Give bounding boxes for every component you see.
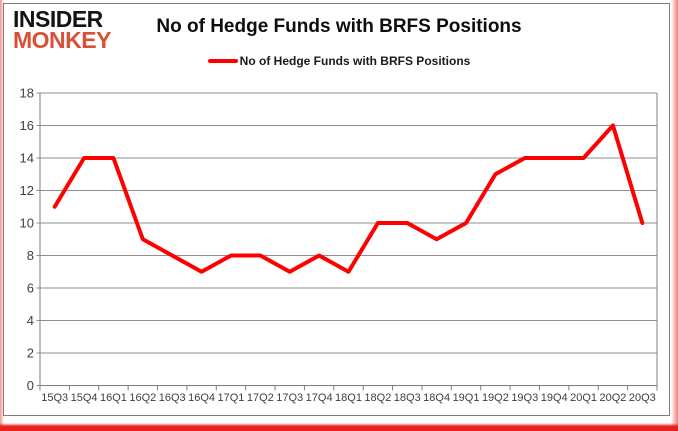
y-axis-label: 14 xyxy=(20,151,34,166)
x-axis-label: 19Q1 xyxy=(453,392,480,404)
x-axis-label: 16Q1 xyxy=(100,392,127,404)
legend-line-swatch xyxy=(207,59,238,63)
x-axis-label: 16Q3 xyxy=(159,392,186,404)
y-axis-label: 16 xyxy=(20,118,34,133)
chart-legend: No of Hedge Funds with BRFS Positions xyxy=(0,54,678,68)
x-axis-label: 15Q3 xyxy=(41,392,68,404)
y-axis-label: 6 xyxy=(27,281,34,296)
y-axis-label: 0 xyxy=(27,378,34,393)
x-axis-label: 18Q2 xyxy=(364,392,391,404)
x-axis-label: 17Q4 xyxy=(306,392,333,404)
red-glow-right xyxy=(671,0,678,431)
x-axis-label: 17Q1 xyxy=(218,392,245,404)
x-axis-label: 15Q4 xyxy=(71,392,98,404)
x-axis-label: 17Q2 xyxy=(247,392,274,404)
series-line xyxy=(52,123,645,274)
x-axis-label: 18Q1 xyxy=(335,392,362,404)
x-axis-label: 16Q2 xyxy=(129,392,156,404)
x-axis-label: 18Q4 xyxy=(423,392,450,404)
x-axis-label: 19Q3 xyxy=(511,392,538,404)
y-axis-label: 12 xyxy=(20,183,34,198)
red-glow-left xyxy=(0,0,4,431)
legend-label: No of Hedge Funds with BRFS Positions xyxy=(239,54,471,68)
y-axis-label: 2 xyxy=(27,346,34,361)
logo-text-monkey: MONKEY xyxy=(13,27,111,54)
y-axis-label: 10 xyxy=(20,216,34,231)
logo-text-insider: INSIDER xyxy=(13,6,103,32)
x-axis-label: 19Q4 xyxy=(541,392,568,404)
y-axis-label: 4 xyxy=(27,313,34,328)
x-axis-label: 18Q3 xyxy=(394,392,421,404)
chart-title: No of Hedge Funds with BRFS Positions xyxy=(156,16,522,37)
x-axis-label: 20Q3 xyxy=(629,392,656,404)
x-axis-label: 20Q2 xyxy=(599,392,626,404)
x-axis-label: 17Q3 xyxy=(276,392,303,404)
insider-monkey-logo: INSIDER MONKEY xyxy=(13,6,111,54)
x-axis-label: 16Q4 xyxy=(188,392,215,404)
red-glow-bottom xyxy=(0,423,678,431)
y-axis-label: 8 xyxy=(27,248,34,263)
x-axis-label: 19Q2 xyxy=(482,392,509,404)
x-axis-label: 20Q1 xyxy=(570,392,597,404)
y-axis-label: 18 xyxy=(20,86,34,101)
